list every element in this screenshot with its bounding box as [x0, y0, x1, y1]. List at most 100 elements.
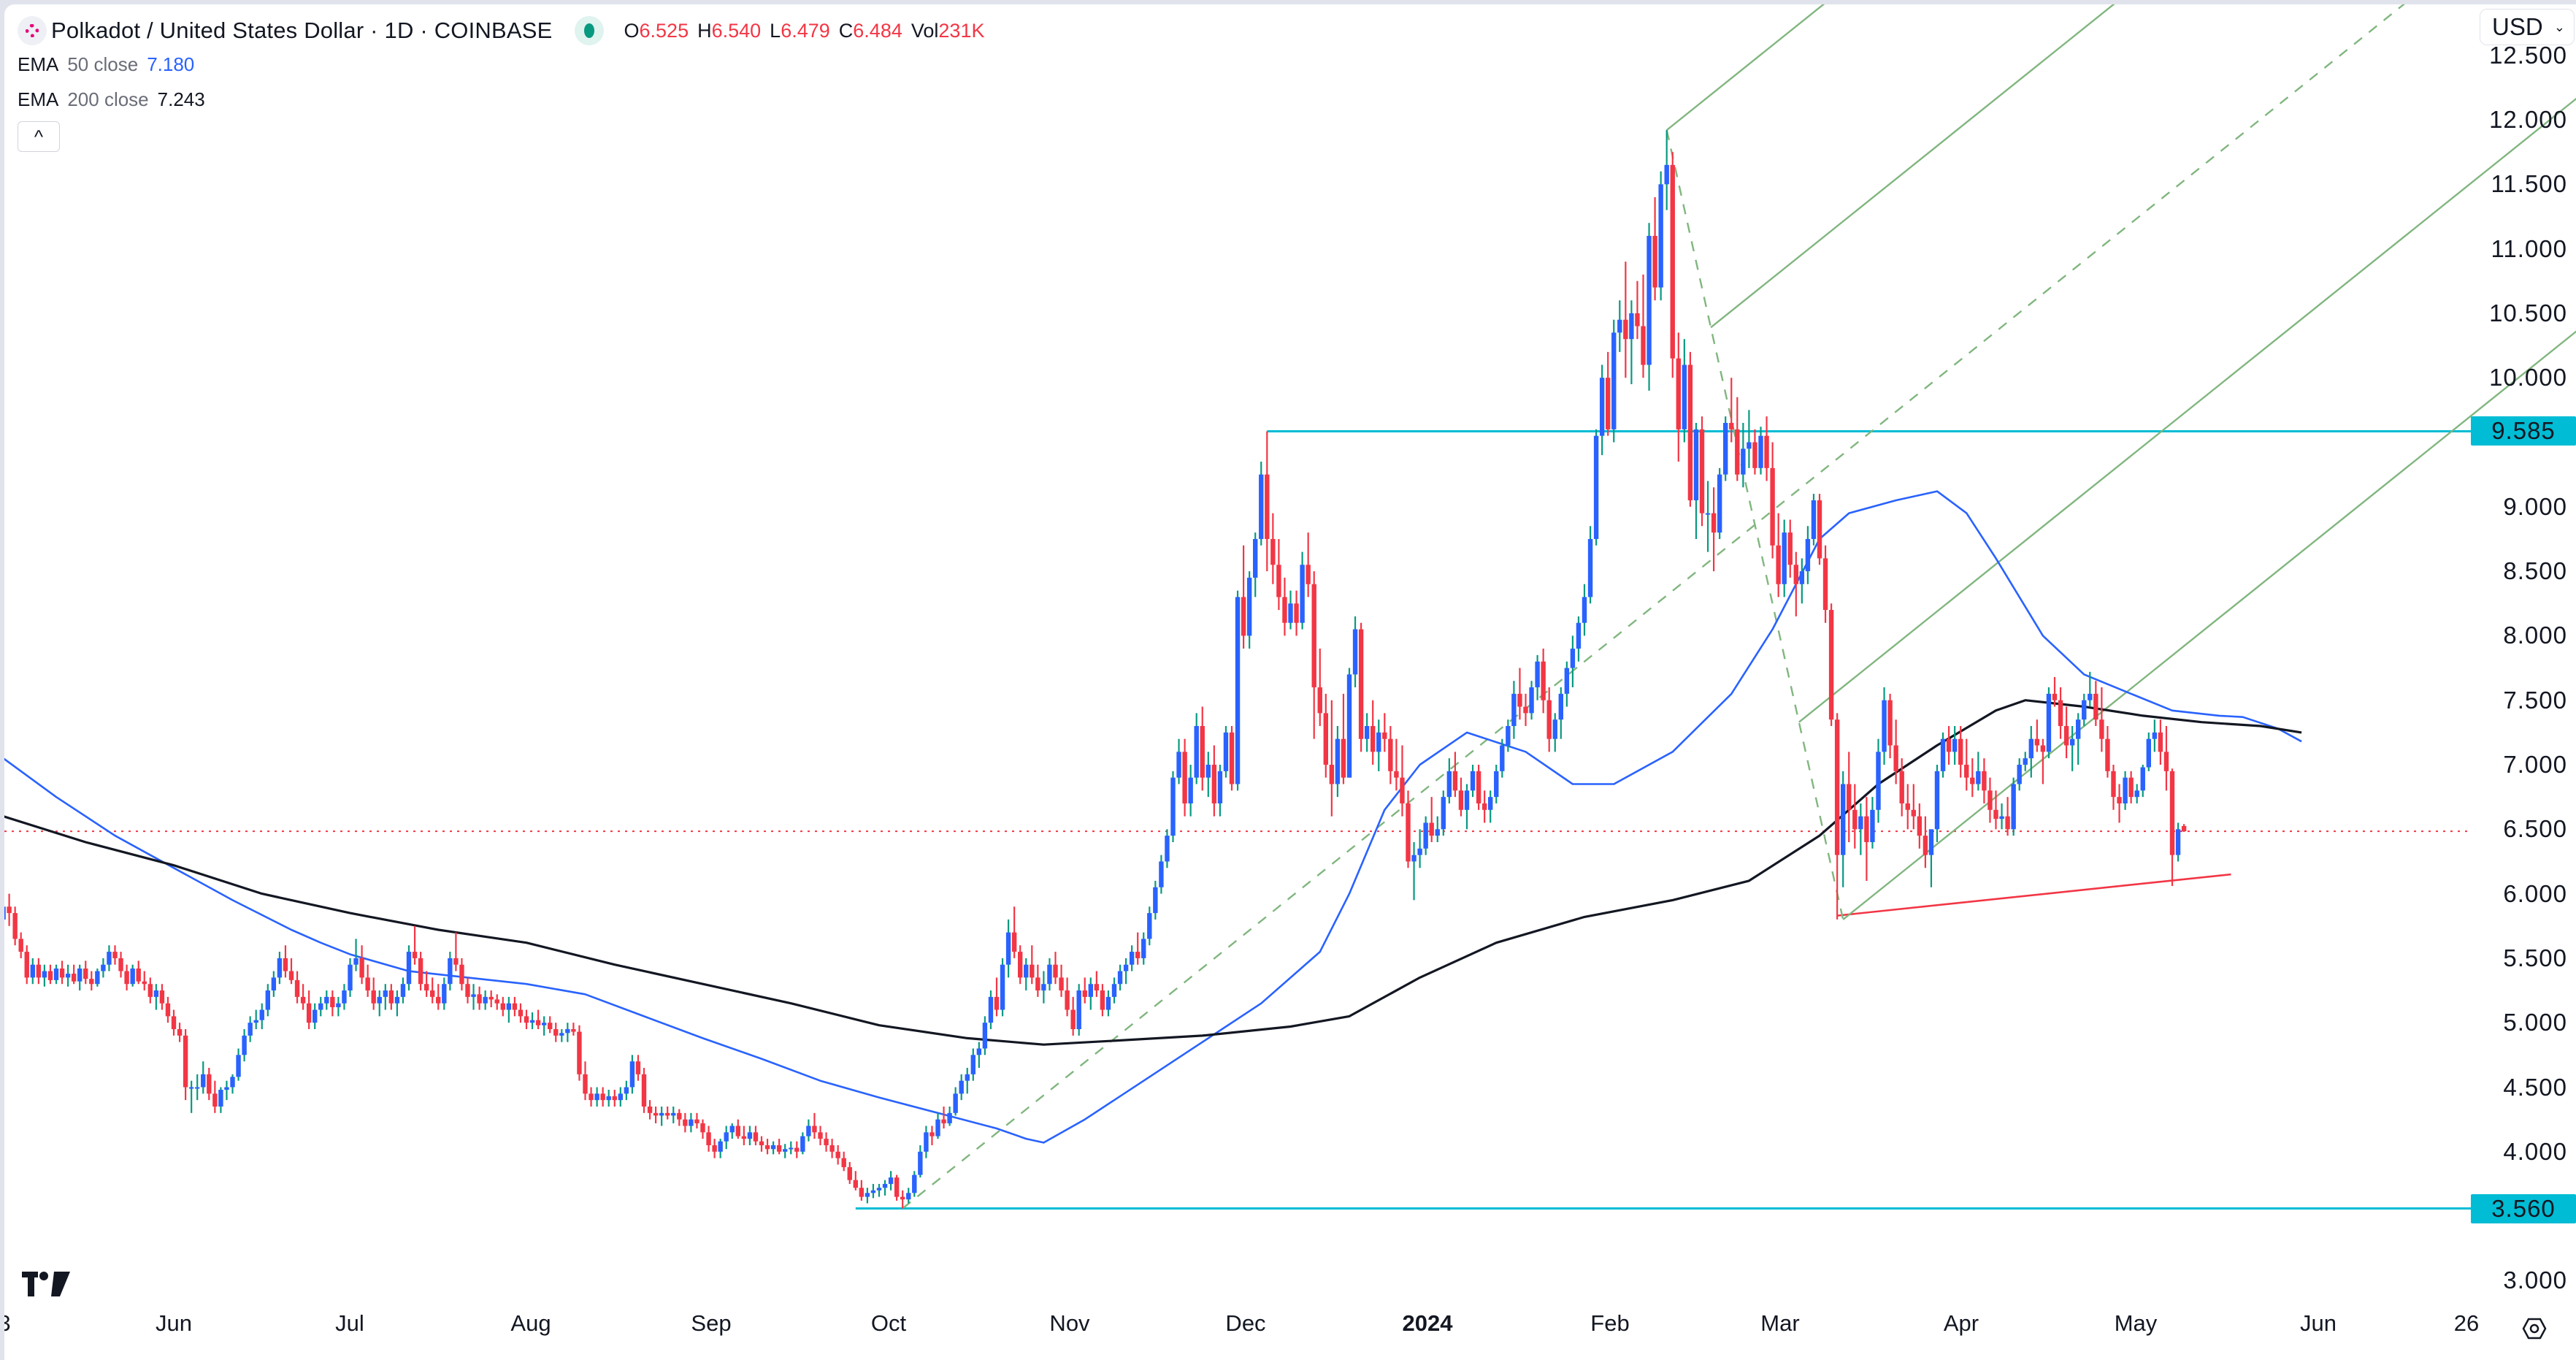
volume-value: 231K: [938, 19, 985, 42]
candle-body: [377, 996, 382, 1004]
indicator-ema50[interactable]: EMA 50 close 7.180: [18, 47, 984, 82]
currency-selector[interactable]: USD ⌄: [2480, 9, 2575, 45]
time-tick-label: Jul: [335, 1310, 364, 1336]
candle-body: [1647, 235, 1652, 365]
candle-body: [1147, 913, 1152, 939]
candle-body: [1135, 952, 1141, 958]
candle-body: [188, 1087, 194, 1089]
candle-body: [548, 1023, 553, 1030]
candle-body: [2123, 777, 2128, 803]
candle-body: [1506, 726, 1511, 746]
candle-body: [2181, 825, 2187, 832]
candle-body: [318, 1003, 323, 1010]
candle-body: [2169, 771, 2175, 855]
candle-body: [159, 990, 165, 1004]
pitchfork-lower-tine[interactable]: [1842, 4, 2576, 920]
candle-body: [841, 1158, 846, 1167]
candle-body: [1306, 565, 1311, 584]
candle-body: [1476, 771, 1481, 803]
candle-body: [882, 1183, 888, 1188]
candle-body: [36, 964, 42, 978]
candle-body: [1018, 952, 1023, 978]
candle-body: [800, 1136, 805, 1152]
tradingview-logo-icon[interactable]: [22, 1272, 70, 1296]
candle-body: [353, 958, 359, 965]
settings-gear-icon[interactable]: [2522, 1316, 2547, 1341]
price-chart-canvas[interactable]: [4, 4, 2576, 1360]
candle-body: [1341, 738, 1346, 778]
candle-body: [1170, 777, 1176, 836]
candle-body: [729, 1126, 735, 1133]
pitchfork-upper-tine[interactable]: [1665, 4, 2576, 131]
symbol-title[interactable]: Polkadot / United States Dollar · 1D · C…: [51, 18, 553, 43]
pitchfork-inner-upper-line[interactable]: [1710, 4, 2576, 329]
candle-body: [89, 979, 94, 985]
candle-body: [1564, 668, 1570, 694]
support-trendline[interactable]: [1837, 873, 2231, 917]
candle-body: [1599, 378, 1605, 436]
candle-body: [65, 974, 71, 978]
candle-body: [101, 964, 106, 971]
candle-body: [1982, 771, 1987, 791]
candle-body: [465, 984, 470, 997]
candle-body: [624, 1087, 629, 1094]
candle-body: [153, 990, 159, 997]
candle-body: [541, 1023, 547, 1025]
candle-body: [1841, 784, 1846, 855]
price-tag-9.585: 9.585: [2471, 416, 2576, 446]
candle-body: [1776, 545, 1781, 584]
candle-body: [1117, 971, 1123, 985]
chart-legend: Polkadot / United States Dollar · 1D · C…: [18, 15, 984, 152]
candle-body: [1517, 693, 1522, 707]
candle-body: [835, 1151, 840, 1158]
pitchfork-inner-lower-line[interactable]: [1798, 4, 2576, 723]
candle-body: [1105, 996, 1111, 1010]
candle-body: [300, 996, 306, 1004]
candle-body: [1723, 423, 1728, 475]
candle-body: [764, 1145, 770, 1150]
candle-body: [177, 1029, 183, 1036]
candlestick-series: [4, 130, 2187, 1209]
candle-body: [1764, 435, 1769, 468]
candle-body: [1993, 809, 1998, 820]
candle-body: [1964, 765, 1969, 778]
candle-body: [1400, 777, 1405, 803]
market-open-dot-icon: [574, 16, 604, 45]
candle-body: [1265, 474, 1270, 539]
candle-body: [212, 1093, 218, 1107]
candle-body: [1235, 597, 1241, 784]
candle-body: [1664, 164, 1669, 185]
candle-body: [18, 939, 23, 952]
candle-body: [747, 1132, 753, 1139]
candle-body: [894, 1177, 900, 1197]
candle-body: [770, 1145, 776, 1150]
candle-body: [659, 1112, 664, 1116]
candle-body: [2017, 765, 2022, 784]
candle-body: [1923, 836, 1928, 855]
candle-body: [259, 1009, 264, 1020]
candle-body: [589, 1093, 594, 1101]
candle-body: [488, 996, 494, 1000]
candle-body: [30, 964, 35, 978]
candle-body: [1371, 726, 1376, 752]
candle-body: [423, 984, 429, 991]
collapse-legend-button[interactable]: ^: [18, 121, 60, 152]
pitchfork-handle-line[interactable]: [1665, 129, 1844, 920]
indicator-ema200[interactable]: EMA 200 close 7.243: [18, 82, 984, 117]
candle-body: [1799, 571, 1805, 584]
candle-body: [1828, 610, 1834, 720]
candle-body: [959, 1080, 964, 1094]
candle-body: [988, 996, 994, 1023]
pitchfork-median-line[interactable]: [902, 4, 2576, 1210]
open-value: 6.525: [639, 19, 689, 42]
candle-body: [365, 977, 370, 991]
candle-body: [935, 1119, 940, 1136]
price-tick-label: 9.000: [2503, 492, 2567, 520]
candle-body: [1752, 442, 1757, 468]
candle-body: [1852, 809, 1858, 830]
candle-body: [1787, 532, 1793, 565]
candle-body: [1946, 738, 1952, 752]
candle-body: [900, 1196, 905, 1200]
candle-body: [706, 1132, 711, 1145]
candle-body: [1494, 771, 1499, 798]
